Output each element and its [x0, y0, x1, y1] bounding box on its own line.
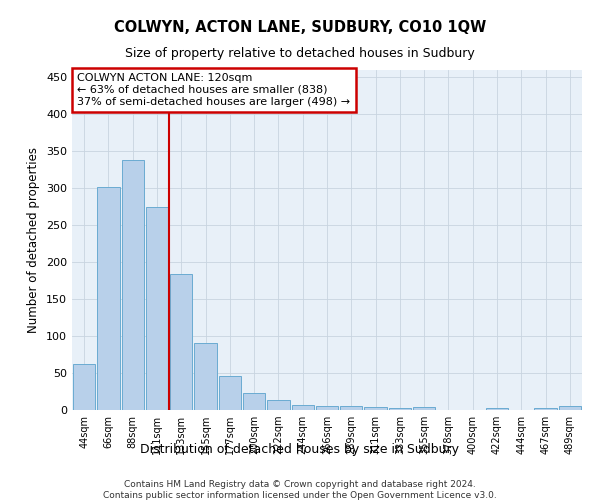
- Bar: [170, 274, 193, 410]
- Bar: [413, 407, 436, 410]
- Bar: [73, 364, 95, 410]
- Text: COLWYN ACTON LANE: 120sqm
← 63% of detached houses are smaller (838)
37% of semi: COLWYN ACTON LANE: 120sqm ← 63% of detac…: [77, 74, 350, 106]
- Text: Size of property relative to detached houses in Sudbury: Size of property relative to detached ho…: [125, 48, 475, 60]
- Bar: [389, 408, 411, 410]
- Bar: [535, 408, 557, 410]
- Text: Contains HM Land Registry data © Crown copyright and database right 2024.: Contains HM Land Registry data © Crown c…: [124, 480, 476, 489]
- Bar: [559, 406, 581, 410]
- Text: Distribution of detached houses by size in Sudbury: Distribution of detached houses by size …: [140, 442, 460, 456]
- Bar: [122, 160, 144, 410]
- Y-axis label: Number of detached properties: Number of detached properties: [28, 147, 40, 333]
- Bar: [243, 393, 265, 410]
- Bar: [146, 208, 168, 410]
- Text: COLWYN, ACTON LANE, SUDBURY, CO10 1QW: COLWYN, ACTON LANE, SUDBURY, CO10 1QW: [114, 20, 486, 35]
- Bar: [97, 187, 119, 410]
- Bar: [218, 376, 241, 410]
- Bar: [340, 406, 362, 410]
- Bar: [316, 406, 338, 410]
- Bar: [364, 407, 387, 410]
- Text: Contains public sector information licensed under the Open Government Licence v3: Contains public sector information licen…: [103, 491, 497, 500]
- Bar: [194, 344, 217, 410]
- Bar: [292, 405, 314, 410]
- Bar: [267, 400, 290, 410]
- Bar: [486, 408, 508, 410]
